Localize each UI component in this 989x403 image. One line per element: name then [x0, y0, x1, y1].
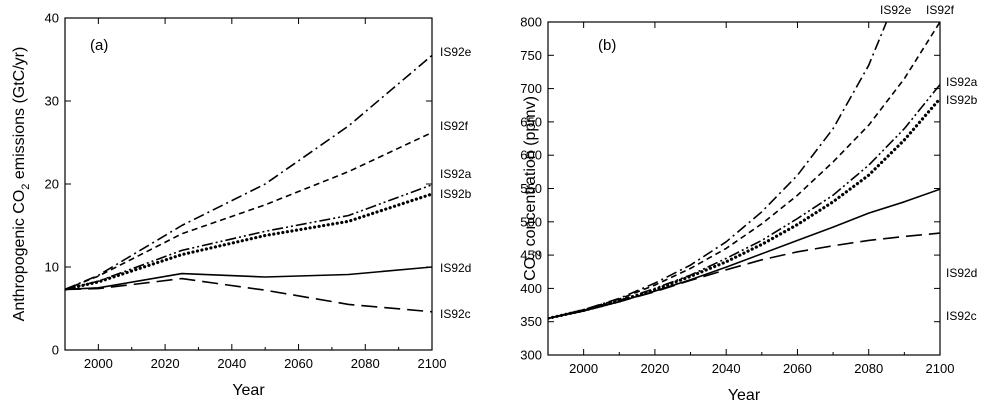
x-tick-label: 2040 — [217, 356, 246, 371]
series-label-is92e: IS92e — [440, 45, 472, 59]
y-tick-label: 350 — [520, 314, 542, 329]
y-axis-title-part: Anthropogenic CO — [11, 190, 28, 322]
x-tick-label: 2020 — [640, 361, 669, 376]
y-axis-title-part: emissions (GtC/yr) — [11, 47, 28, 184]
series-line-is92e — [548, 22, 888, 320]
series-label-is92c: IS92c — [440, 307, 471, 321]
y-axis-title: Anthropogenic CO2 emissions (GtC/yr) — [11, 47, 32, 322]
y-tick-label: 0 — [52, 343, 59, 358]
series-label-is92e: IS92e — [880, 3, 912, 17]
x-axis-title: Year — [232, 382, 265, 399]
x-tick-label: 2000 — [84, 356, 113, 371]
series-line-is92b — [65, 192, 432, 291]
x-tick-label: 2060 — [284, 356, 313, 371]
y-axis-title-subscript: 2 — [531, 251, 543, 257]
y-tick-label: 450 — [520, 248, 542, 263]
y-tick-label: 800 — [520, 15, 542, 30]
series-line-is92a — [65, 184, 432, 291]
y-tick-label: 500 — [520, 214, 542, 229]
panel-b: 2000 2020 2040 2060 2080 2100 300 350 400 450 500 5… — [520, 3, 977, 403]
y-tick-label: 400 — [520, 281, 542, 296]
x-tick-label: 2080 — [351, 356, 380, 371]
x-tick-label: 2100 — [926, 361, 955, 376]
y-tick-label: 550 — [520, 181, 542, 196]
x-tick-label: 2060 — [783, 361, 812, 376]
x-axis-title: Year — [728, 387, 761, 403]
series-label-is92b: IS92b — [946, 93, 978, 107]
series-label-is92f: IS92f — [926, 3, 955, 17]
series-label-is92f: IS92f — [440, 119, 469, 133]
series-line-is92b — [548, 96, 940, 320]
series-label-is92a: IS92a — [440, 167, 472, 181]
y-tick-label: 30 — [45, 94, 59, 109]
panel-letter: (a) — [90, 37, 108, 54]
y-tick-label: 650 — [520, 114, 542, 129]
x-tick-label: 2040 — [712, 361, 741, 376]
panel-a: 2000 2020 2040 2060 2080 2100 0 10 20 30 40 Year Ant… — [11, 11, 472, 400]
panel-letter: (b) — [598, 37, 616, 54]
y-tick-label: 20 — [45, 177, 59, 192]
x-tick-label: 2100 — [418, 356, 447, 371]
plot-frame — [64, 17, 433, 351]
series-group — [548, 22, 940, 320]
y-axis-title: CO2 concentration (ppmv) — [522, 96, 543, 281]
series-line-is92c — [65, 277, 432, 313]
series-line-is92c — [548, 232, 940, 320]
x-tick-label: 2000 — [569, 361, 598, 376]
series-label-is92d: IS92d — [440, 261, 471, 275]
series-label-is92a: IS92a — [946, 75, 978, 89]
y-tick-label: 700 — [520, 81, 542, 96]
series-line-is92f — [548, 22, 940, 320]
series-line-is92d — [548, 188, 940, 320]
series-line-is92a — [548, 84, 940, 320]
y-tick-label: 750 — [520, 48, 542, 63]
y-axis-title-subscript: 2 — [20, 184, 32, 190]
y-tick-label: 40 — [45, 11, 59, 26]
x-tick-label: 2020 — [151, 356, 180, 371]
series-group — [65, 54, 432, 313]
y-tick-label: 300 — [520, 348, 542, 363]
series-label-is92d: IS92d — [946, 266, 977, 280]
y-axis-title-part: concentration (ppmv) — [522, 96, 539, 251]
series-line-is92e — [65, 54, 432, 291]
x-tick-label: 2080 — [854, 361, 883, 376]
y-axis-title-part: CO — [522, 257, 539, 281]
series-label-is92b: IS92b — [440, 187, 472, 201]
y-tick-label: 10 — [45, 260, 59, 275]
series-label-is92c: IS92c — [946, 309, 977, 323]
y-tick-label: 600 — [520, 148, 542, 163]
series-line-is92f — [65, 131, 432, 291]
